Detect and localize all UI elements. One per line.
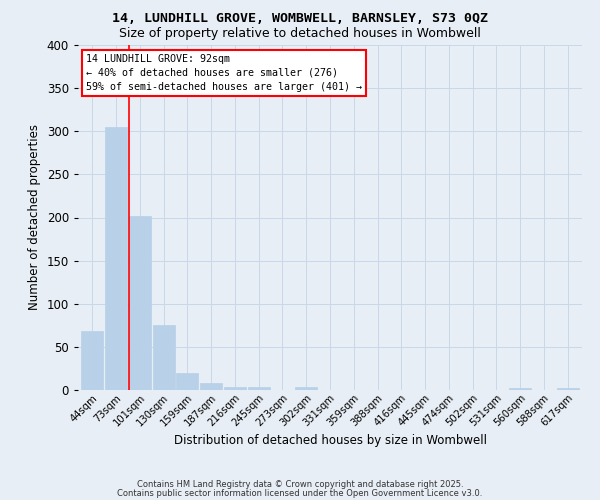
Y-axis label: Number of detached properties: Number of detached properties — [28, 124, 41, 310]
Bar — [224, 386, 246, 390]
Bar — [152, 326, 175, 390]
Bar — [295, 386, 317, 390]
Text: Contains HM Land Registry data © Crown copyright and database right 2025.: Contains HM Land Registry data © Crown c… — [137, 480, 463, 489]
Text: Contains public sector information licensed under the Open Government Licence v3: Contains public sector information licen… — [118, 490, 482, 498]
Bar — [248, 386, 269, 390]
Text: 14, LUNDHILL GROVE, WOMBWELL, BARNSLEY, S73 0QZ: 14, LUNDHILL GROVE, WOMBWELL, BARNSLEY, … — [112, 12, 488, 26]
Text: Size of property relative to detached houses in Wombwell: Size of property relative to detached ho… — [119, 28, 481, 40]
Bar — [200, 383, 222, 390]
Text: 14 LUNDHILL GROVE: 92sqm
← 40% of detached houses are smaller (276)
59% of semi-: 14 LUNDHILL GROVE: 92sqm ← 40% of detach… — [86, 54, 362, 92]
X-axis label: Distribution of detached houses by size in Wombwell: Distribution of detached houses by size … — [173, 434, 487, 447]
Bar — [557, 388, 578, 390]
Bar — [176, 373, 198, 390]
Bar — [129, 216, 151, 390]
Bar — [509, 388, 531, 390]
Bar — [82, 332, 103, 390]
Bar — [105, 127, 127, 390]
